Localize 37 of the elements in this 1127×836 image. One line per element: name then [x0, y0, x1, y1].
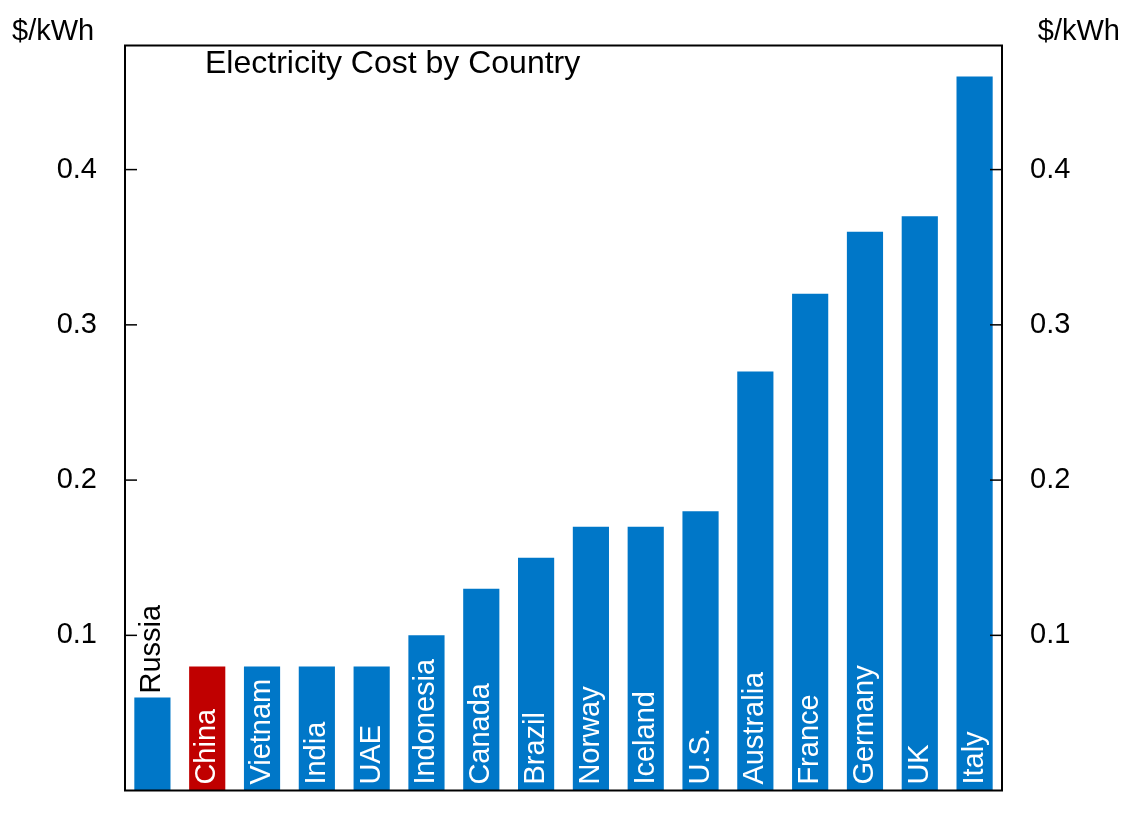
- y-tick-label: 0.1: [56, 617, 97, 650]
- bar: [792, 293, 829, 791]
- x-tick-label: Germany: [846, 664, 879, 785]
- x-tick-label: UK: [901, 743, 934, 785]
- y-tick-label: 0.2: [56, 462, 97, 495]
- y2-tick-label: 0.2: [1030, 462, 1071, 495]
- x-tick-label: UAE: [353, 724, 386, 785]
- x-tick-label: Brazil: [518, 712, 551, 785]
- y2-tick-label: 0.3: [1030, 306, 1071, 339]
- y2-tick-label: 0.1: [1030, 617, 1071, 650]
- x-tick-label: Canada: [463, 682, 496, 785]
- x-tick-label: Vietnam: [244, 678, 277, 785]
- y-tick-label: 0.3: [56, 306, 97, 339]
- bar: [682, 511, 719, 791]
- bar: [518, 557, 555, 791]
- x-tick-label: Norway: [572, 685, 605, 785]
- chart-title: Electricity Cost by Country: [205, 43, 581, 80]
- y2-axis-title: $/kWh: [1037, 14, 1120, 46]
- bar: [627, 526, 664, 791]
- x-tick-label: Italy: [956, 730, 989, 785]
- y2-tick-label: 0.4: [1030, 151, 1071, 184]
- x-tick-label: Iceland: [627, 691, 660, 785]
- bar: [737, 371, 774, 791]
- bar: [901, 216, 938, 791]
- x-tick-label: Indonesia: [408, 657, 441, 785]
- y-tick-label: 0.4: [56, 151, 97, 184]
- bar: [572, 526, 609, 791]
- x-tick-label: India: [298, 720, 331, 785]
- x-tick-label: U.S.: [682, 728, 715, 785]
- bar: [846, 231, 884, 791]
- x-tick-label: Russia: [134, 603, 167, 694]
- y-axis-title: $/kWh: [12, 14, 95, 46]
- x-tick-label: China: [189, 707, 222, 785]
- x-tick-label: France: [792, 694, 825, 785]
- bar: [956, 76, 993, 791]
- bar: [134, 697, 171, 791]
- x-tick-label: Australia: [737, 670, 770, 785]
